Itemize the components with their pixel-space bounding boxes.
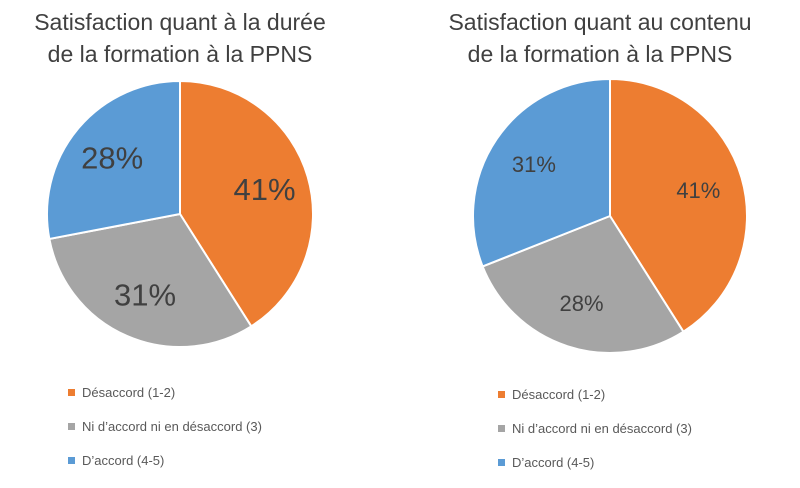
chart-title-line-1: Satisfaction quant au contenu [448,9,752,35]
pie-slice [472,77,611,268]
legend-swatch [498,391,505,398]
slice-data-label: 28% [81,140,143,175]
legend-label: D’accord (4-5) [512,455,595,470]
legend-swatch [498,459,505,466]
pie-slice [481,214,685,354]
pie-chart-contenu: 41% 28% 31% [472,77,748,354]
slice-data-label: 31% [512,152,556,177]
legend-swatch [498,425,505,432]
pie-slice [48,212,253,348]
chart-title-line-2: de la formation à la PPNS [467,41,733,67]
legend-label: Ni d’accord ni en désaccord (3) [512,421,692,436]
pie-chart-duree: 41% 31% 28% [46,79,314,348]
slice-data-label: 31% [114,277,176,312]
slice-data-label: 41% [676,178,720,203]
pie-slice [46,79,181,241]
legend-label: Désaccord (1-2) [512,387,606,402]
legend-swatch [68,423,75,430]
slice-data-label: 28% [560,291,604,316]
slice-data-label: 41% [233,172,295,207]
chart-panel-duree: Satisfaction quant à la durée de la form… [0,6,360,468]
legend-swatch [68,389,75,396]
chart-title: Satisfaction quant à la durée de la form… [0,6,360,70]
chart-title-line-2: de la formation à la PPNS [47,41,313,67]
legend-swatch [68,457,75,464]
chart-title-line-1: Satisfaction quant à la durée [34,9,326,35]
legend-label: Désaccord (1-2) [82,385,176,400]
chart-title: Satisfaction quant au contenu de la form… [410,6,790,70]
legend-label: D’accord (4-5) [82,453,165,468]
legend-label: Ni d’accord ni en désaccord (3) [82,419,262,434]
chart-panel-contenu: Satisfaction quant au contenu de la form… [400,0,800,488]
